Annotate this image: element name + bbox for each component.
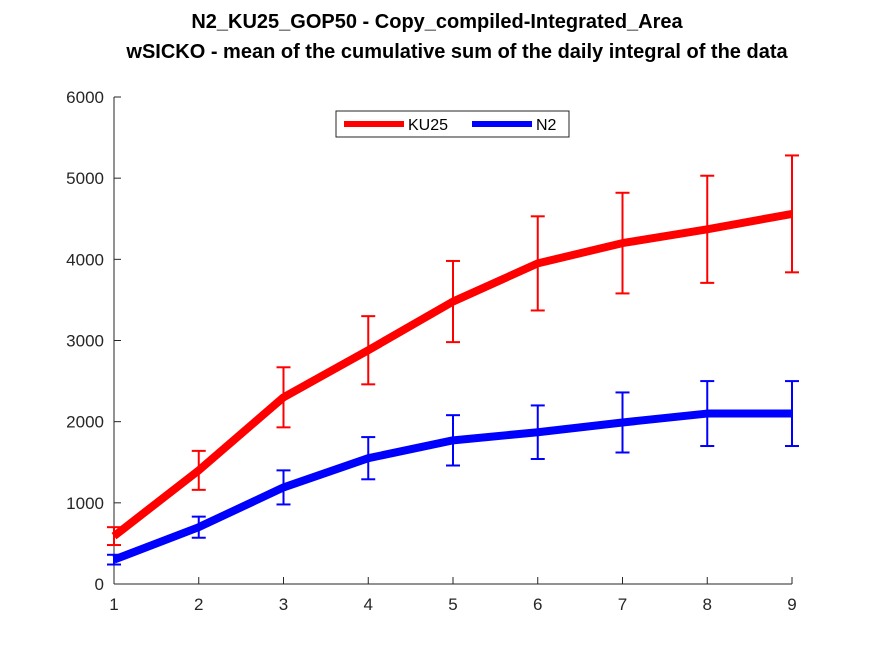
legend-label-ku25: KU25 [408,117,448,134]
x-tick-label: 8 [703,595,712,614]
chart-title: N2_KU25_GOP50 - Copy_compiled-Integrated… [191,11,683,33]
series-layer [107,154,799,566]
legend: KU25 N2 [335,110,570,138]
x-tick-label: 5 [448,595,457,614]
legend-label-n2: N2 [536,117,557,134]
series-n2 [107,380,799,566]
ticks: 1 2 3 4 5 6 7 8 9 0 1000 2000 3000 4000 5000 6000 [66,88,797,614]
y-tick-label: 5000 [66,169,104,188]
x-tick-label: 6 [533,595,542,614]
series-line-n2 [112,409,792,564]
y-tick-label: 0 [95,575,104,594]
x-tick-label: 9 [787,595,796,614]
x-tick-label: 2 [194,595,203,614]
x-tick-label: 4 [364,595,373,614]
x-tick-label: 3 [279,595,288,614]
chart-subtitle: wSICKO - mean of the cumulative sum of t… [125,41,788,63]
y-tick-label: 4000 [66,250,104,269]
x-tick-label: 1 [109,595,118,614]
y-tick-label: 6000 [66,88,104,107]
y-tick-label: 3000 [66,332,104,351]
y-tick-label: 1000 [66,494,104,513]
x-tick-label: 7 [618,595,627,614]
y-tick-label: 2000 [66,413,104,432]
series-ku25 [107,154,799,547]
series-line-ku25 [111,209,793,540]
